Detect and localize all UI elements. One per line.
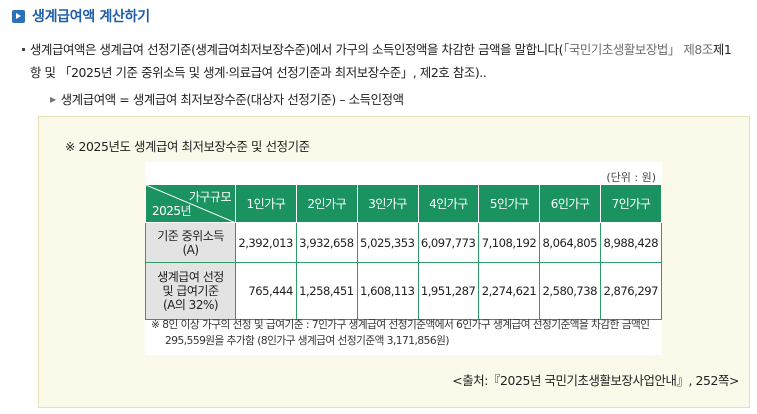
row-label-line: (A의 32%): [162, 298, 219, 312]
description-main-text: 생계급여액은 생계급여 선정기준(생계급여최저보장수준)에서 가구의 소득인정액…: [30, 42, 564, 57]
law-reference: 「국민기초생활보장법」 제8조: [563, 42, 713, 57]
corner-household-label: 가구규모: [188, 190, 232, 204]
table-cell: 8,988,428: [600, 222, 662, 263]
table-cell: 2,580,738: [539, 262, 602, 320]
table-header-row: 가구규모 2025년 1인가구 2인가구 3인가구 4인가구 5인가구 6인가구…: [145, 184, 662, 223]
column-header: 7인가구: [600, 184, 662, 223]
table-cell: 2,274,621: [478, 262, 541, 320]
table-cell: 8,064,805: [539, 222, 602, 263]
arrow-right-icon: ▶: [50, 94, 56, 104]
row-label-line: (A): [182, 242, 199, 257]
play-arrow-icon: [12, 9, 25, 23]
table-cell: 765,444: [235, 262, 297, 320]
column-header: 5인가구: [478, 184, 541, 223]
section-title: 생계급여액 계산하기: [32, 9, 150, 25]
column-header: 1인가구: [235, 184, 297, 223]
section-header: 생계급여액 계산하기: [12, 6, 150, 26]
law-reference-detail: 제1항 및 「2025년 기준 중위소득 및 생계·의료급여 선정기준과 최저보…: [30, 42, 732, 80]
table-cell: 2,392,013: [235, 222, 297, 263]
row-label-line: 및 급여기준: [162, 284, 219, 298]
row-label-line: 기준 중위소득: [157, 228, 224, 243]
formula-line: ▶ 생계급여액 = 생계급여 최저보장수준(대상자 선정기준) – 소득인정액: [50, 90, 404, 108]
unit-label: (단위 : 원): [606, 171, 656, 184]
table-cell: 1,608,113: [356, 262, 419, 320]
table-cell: 1,258,451: [295, 262, 358, 320]
table-panel: (단위 : 원) 가구규모 2025년 1인가구 2인가구 3인가구 4인가구 …: [145, 162, 662, 355]
formula-text: 생계급여액 = 생계급여 최저보장수준(대상자 선정기준) – 소득인정액: [60, 92, 404, 107]
source-citation: <출처:『2025년 국민기초생활보장사업안내』, 252쪽>: [452, 373, 739, 388]
row-label-line: 생계급여 선정: [157, 270, 224, 284]
diagonal-line-icon: [146, 185, 234, 222]
description-paragraph: 생계급여액은 생계급여 선정기준(생계급여최저보장수준)에서 가구의 소득인정액…: [22, 38, 742, 84]
table-cell: 7,108,192: [478, 222, 541, 263]
row-label: 기준 중위소득 (A): [145, 222, 236, 263]
column-header: 6인가구: [539, 184, 602, 223]
footnote: ※ 8인 이상 가구의 선정 및 급여기준 : 7인가구 생계급여 선정기준액에…: [151, 319, 650, 347]
table-corner-cell: 가구규모 2025년: [145, 184, 236, 223]
row-label: 생계급여 선정 및 급여기준 (A의 32%): [145, 262, 236, 320]
table-cell: 3,932,658: [295, 222, 358, 263]
table-row: 기준 중위소득 (A) 2,392,013 3,932,658 5,025,35…: [145, 222, 662, 263]
benefit-table: 가구규모 2025년 1인가구 2인가구 3인가구 4인가구 5인가구 6인가구…: [145, 184, 662, 320]
corner-year-label: 2025년: [152, 204, 192, 218]
column-header: 3인가구: [356, 184, 419, 223]
table-cell: 5,025,353: [356, 222, 419, 263]
info-box: ※ 2025년도 생계급여 최저보장수준 및 선정기준 (단위 : 원) 가구규…: [38, 116, 750, 408]
table-title: ※ 2025년도 생계급여 최저보장수준 및 선정기준: [65, 139, 310, 154]
table-cell: 6,097,773: [417, 222, 480, 263]
column-header: 4인가구: [417, 184, 480, 223]
column-header: 2인가구: [295, 184, 358, 223]
table-cell: 2,876,297: [600, 262, 662, 320]
table-cell: 1,951,287: [417, 262, 480, 320]
bullet-icon: [22, 48, 25, 51]
table-row: 생계급여 선정 및 급여기준 (A의 32%) 765,444 1,258,45…: [145, 262, 662, 320]
